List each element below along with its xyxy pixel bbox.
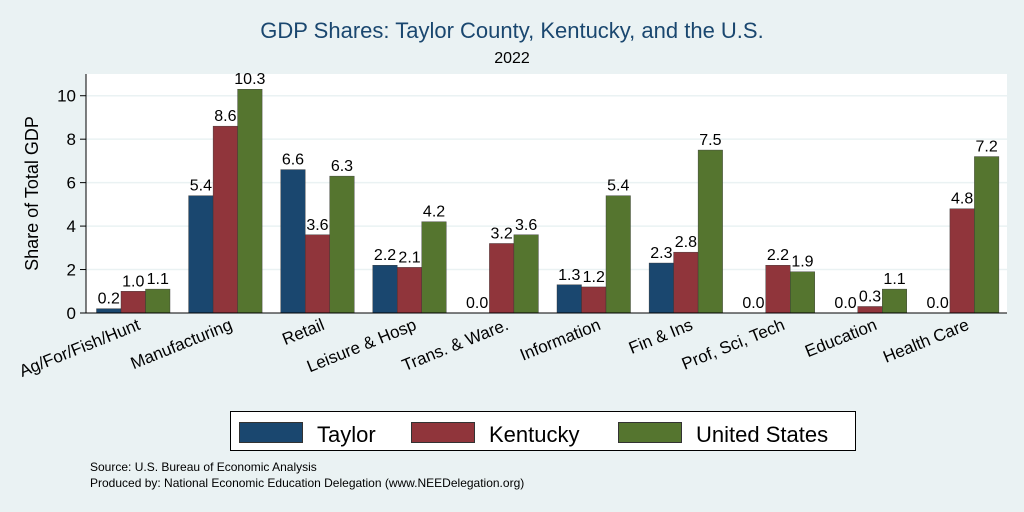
data-label: 2.2 — [374, 247, 396, 264]
data-label: 0.2 — [98, 291, 120, 308]
x-tick-label: Health Care — [880, 315, 971, 367]
bar-taylor-0 — [96, 308, 122, 314]
bar-united-states-6 — [697, 149, 723, 314]
legend-label-united-states: United States — [696, 422, 829, 447]
data-label: 2.1 — [398, 249, 420, 266]
bar-kentucky-6 — [673, 251, 699, 314]
data-label: 4.2 — [423, 204, 445, 221]
bar-kentucky-9 — [949, 208, 975, 314]
bar-taylor-5 — [556, 284, 582, 314]
x-tick-label: Prof, Sci, Tech — [679, 315, 787, 374]
bar-united-states-0 — [145, 288, 171, 314]
y-axis-label: Share of Total GDP — [22, 116, 42, 271]
data-label: 2.8 — [675, 234, 697, 251]
data-label: 2.2 — [767, 247, 789, 264]
data-label: 1.2 — [583, 269, 605, 286]
legend-label-kentucky: Kentucky — [489, 422, 580, 447]
data-label: 7.5 — [699, 132, 721, 149]
bar-kentucky-7 — [765, 265, 791, 314]
source-note: Source: U.S. Bureau of Economic Analysis — [90, 460, 317, 474]
data-label: 0.0 — [742, 295, 764, 312]
data-label: 1.1 — [147, 271, 169, 288]
bar-united-states-2 — [329, 175, 355, 314]
legend-swatch-taylor — [239, 422, 303, 443]
data-label: 1.9 — [791, 254, 813, 271]
data-label: 8.6 — [214, 108, 236, 125]
y-tick-label: 10 — [57, 87, 76, 106]
legend: Taylor Kentucky United States — [230, 411, 856, 451]
data-label: 1.1 — [883, 271, 905, 288]
bar-taylor-2 — [280, 169, 306, 314]
x-tick-label: Ag/For/Fish/Hunt — [16, 315, 143, 381]
bar-united-states-3 — [421, 221, 447, 314]
bar-taylor-3 — [372, 265, 398, 314]
bar-kentucky-3 — [397, 267, 422, 314]
x-tick-label: Fin & Ins — [626, 315, 695, 358]
legend-swatch-kentucky — [411, 422, 475, 443]
data-label: 2.3 — [650, 245, 672, 262]
legend-label-taylor: Taylor — [317, 422, 376, 447]
x-tick-label: Trans. & Ware. — [399, 315, 511, 375]
data-label: 0.0 — [927, 295, 949, 312]
bar-kentucky-0 — [120, 291, 146, 314]
bar-kentucky-1 — [212, 125, 238, 314]
data-label: 3.2 — [491, 225, 513, 242]
x-tick-label: Manufacturing — [128, 315, 235, 373]
bar-united-states-8 — [882, 288, 907, 314]
y-tick-label: 8 — [67, 130, 76, 149]
produced-by-note: Produced by: National Economic Education… — [90, 476, 525, 490]
x-tick-label: Retail — [280, 315, 327, 349]
data-label: 1.3 — [558, 267, 580, 284]
bar-united-states-5 — [605, 195, 631, 314]
bar-united-states-1 — [237, 89, 263, 314]
bar-kentucky-5 — [581, 286, 607, 314]
data-label: 1.0 — [122, 273, 144, 290]
bar-taylor-1 — [188, 195, 214, 314]
data-label: 3.6 — [515, 217, 537, 234]
chart-subtitle: 2022 — [494, 50, 530, 67]
y-tick-label: 4 — [67, 217, 76, 236]
y-tick-label: 0 — [67, 304, 76, 323]
data-label: 0.3 — [859, 288, 881, 305]
data-label: 10.3 — [234, 71, 265, 88]
y-tick-label: 6 — [67, 174, 76, 193]
bar-kentucky-8 — [857, 306, 883, 314]
data-label: 3.6 — [306, 217, 328, 234]
bar-united-states-7 — [790, 271, 815, 314]
x-tick-label: Information — [517, 315, 603, 364]
bar-kentucky-2 — [305, 234, 330, 314]
data-label: 5.4 — [190, 178, 212, 195]
y-tick-label: 2 — [67, 261, 76, 280]
data-label: 6.6 — [282, 152, 304, 169]
chart-title: GDP Shares: Taylor County, Kentucky, and… — [260, 18, 764, 43]
data-label: 6.3 — [331, 158, 353, 175]
x-tick-label: Education — [802, 315, 879, 361]
data-label: 5.4 — [607, 178, 629, 195]
bar-taylor-6 — [648, 262, 674, 314]
data-label: 0.0 — [834, 295, 856, 312]
bar-kentucky-4 — [489, 243, 515, 314]
data-label: 7.2 — [976, 139, 998, 156]
data-label: 4.8 — [951, 191, 973, 208]
bar-united-states-4 — [513, 234, 539, 314]
bar-united-states-9 — [974, 156, 1000, 314]
legend-swatch-united-states — [618, 422, 682, 443]
data-label: 0.0 — [466, 295, 488, 312]
